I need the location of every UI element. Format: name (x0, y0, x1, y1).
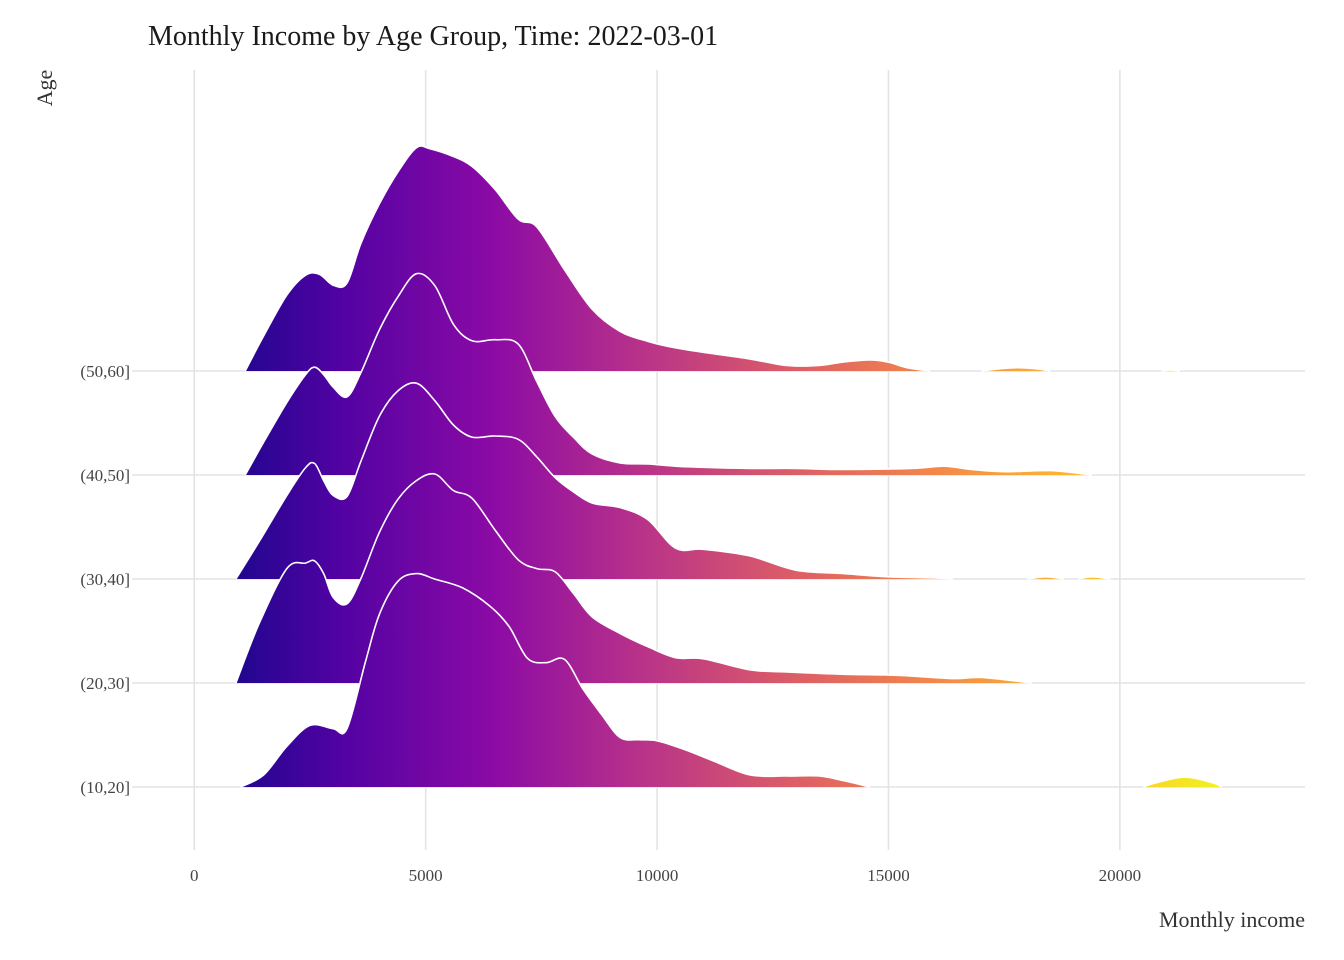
ridge-density (245, 273, 1093, 475)
ridges-layer (235, 145, 1223, 788)
ridge-density-outline (235, 382, 954, 580)
ridge-density-tail-outline (1027, 575, 1065, 580)
ridge-density-tail-outline (1161, 369, 1181, 372)
x-tick-label: 20000 (1099, 866, 1142, 885)
y-tick-label: (40,50] (80, 466, 130, 485)
ridge-density (245, 145, 931, 371)
y-tick-label: (10,20] (80, 778, 130, 797)
y-tick-label: (30,40] (80, 570, 130, 589)
ridge-density-tail-outline (1142, 776, 1223, 788)
ridge-density-tail (1143, 777, 1222, 787)
ridge-density-tail-outline (1078, 575, 1111, 580)
y-axis-title: Age (32, 70, 57, 107)
x-tick-label: 10000 (636, 866, 679, 885)
x-tick-label: 0 (190, 866, 199, 885)
x-axis-title: Monthly income (1159, 907, 1305, 932)
y-tick-label: (50,60] (80, 362, 130, 381)
chart-title: Monthly Income by Age Group, Time: 2022-… (148, 21, 718, 52)
y-tick-label: (20,30] (80, 674, 130, 693)
ridge-density-outline (235, 472, 1032, 684)
ridge-density-outline (244, 145, 931, 372)
ridge-density-outline (240, 572, 871, 788)
ridge-density-tail-outline (980, 366, 1051, 372)
tick-labels-layer: 0 5000 10000 15000 20000 (10,20] (20,30] (30,40… (80, 362, 1141, 885)
ridge-density-tail (1027, 576, 1065, 579)
ridge-density (240, 573, 871, 787)
ridge-density-outline (244, 272, 1093, 476)
x-tick-label: 5000 (409, 866, 443, 885)
x-tick-label: 15000 (867, 866, 910, 885)
